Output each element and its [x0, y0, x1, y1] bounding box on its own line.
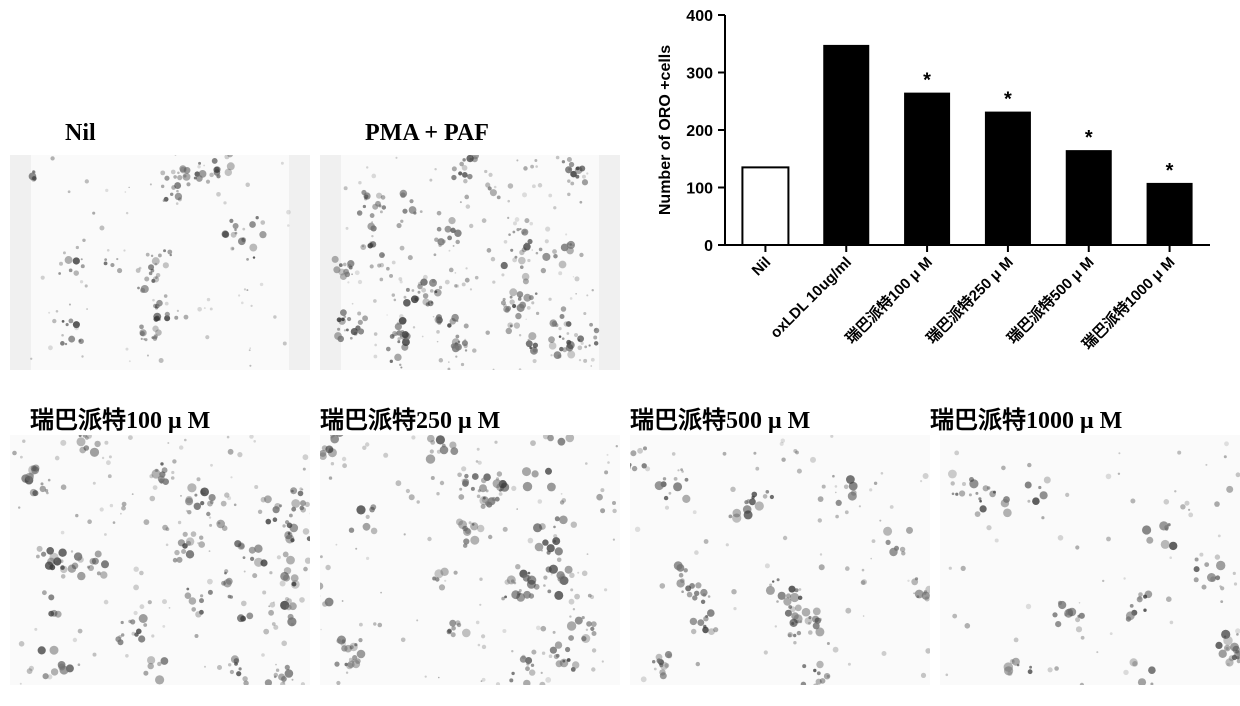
figure-panel: Nil PMA + PAF 0 100 200 300 400 Number of ORO…: [0, 0, 1240, 706]
svg-text:400: 400: [686, 8, 713, 25]
micrograph-label-250: 瑞巴派特250 μ M: [320, 400, 500, 435]
svg-text:0: 0: [704, 238, 713, 255]
micrograph-500: [630, 435, 930, 685]
svg-text:*: *: [1085, 127, 1093, 149]
micrograph-nil: [10, 155, 310, 370]
svg-text:200: 200: [686, 123, 713, 140]
svg-text:oxLDL 10ug/ml: oxLDL 10ug/ml: [767, 254, 855, 342]
micrograph-label-1000: 瑞巴派特1000 μ M: [930, 400, 1122, 435]
micrograph-250: [320, 435, 620, 685]
svg-text:*: *: [1004, 89, 1012, 111]
svg-text:瑞巴派特500 μ M: 瑞巴派特500 μ M: [1004, 253, 1098, 347]
micrograph-label-500: 瑞巴派特500 μ M: [630, 400, 810, 435]
micrograph-100: [10, 435, 310, 685]
svg-text:Nil: Nil: [749, 254, 775, 280]
svg-text:300: 300: [686, 66, 713, 83]
svg-text:瑞巴派特250 μ M: 瑞巴派特250 μ M: [923, 253, 1017, 347]
svg-text:100: 100: [686, 181, 713, 198]
micrograph-1000: [940, 435, 1240, 685]
micrograph-label-pma: PMA + PAF: [365, 120, 489, 147]
svg-text:瑞巴派特100 μ M: 瑞巴派特100 μ M: [842, 253, 936, 347]
svg-text:Number of ORO +cells: Number of ORO +cells: [657, 45, 674, 215]
micrograph-label-nil: Nil: [65, 120, 96, 147]
bar-chart: 0 100 200 300 400 Number of ORO +cells NiloxLD…: [640, 5, 1230, 395]
svg-text:*: *: [1166, 160, 1174, 182]
svg-text:*: *: [923, 70, 931, 92]
micrograph-label-100: 瑞巴派特100 μ M: [30, 400, 210, 435]
micrograph-pma: [320, 155, 620, 370]
